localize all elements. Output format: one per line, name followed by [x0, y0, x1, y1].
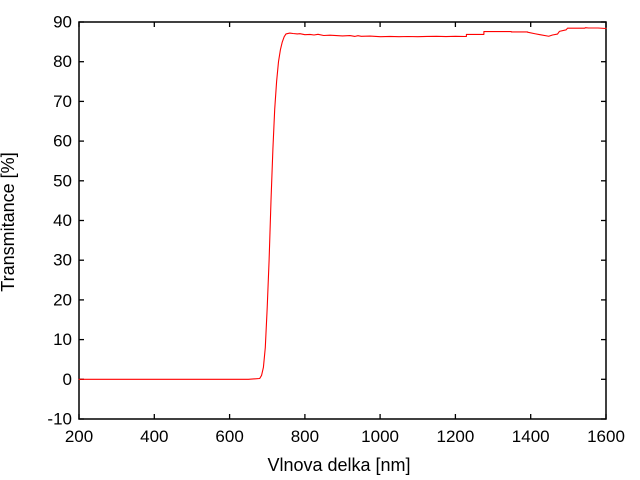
svg-text:60: 60: [53, 132, 72, 151]
svg-text:1200: 1200: [436, 427, 474, 446]
svg-text:70: 70: [53, 92, 72, 111]
svg-text:80: 80: [53, 52, 72, 71]
svg-text:0: 0: [63, 370, 72, 389]
svg-text:-10: -10: [47, 410, 72, 429]
svg-text:50: 50: [53, 171, 72, 190]
svg-text:30: 30: [53, 251, 72, 270]
svg-text:40: 40: [53, 211, 72, 230]
svg-text:90: 90: [53, 13, 72, 32]
svg-text:400: 400: [140, 427, 168, 446]
svg-text:20: 20: [53, 290, 72, 309]
svg-text:800: 800: [291, 427, 319, 446]
svg-text:Vlnova delka [nm]: Vlnova delka [nm]: [267, 455, 410, 475]
svg-text:600: 600: [215, 427, 243, 446]
svg-text:1600: 1600: [587, 427, 625, 446]
svg-text:Transmitance [%]: Transmitance [%]: [0, 152, 18, 291]
svg-text:1000: 1000: [361, 427, 399, 446]
svg-text:1400: 1400: [512, 427, 550, 446]
svg-text:10: 10: [53, 330, 72, 349]
svg-text:200: 200: [65, 427, 93, 446]
